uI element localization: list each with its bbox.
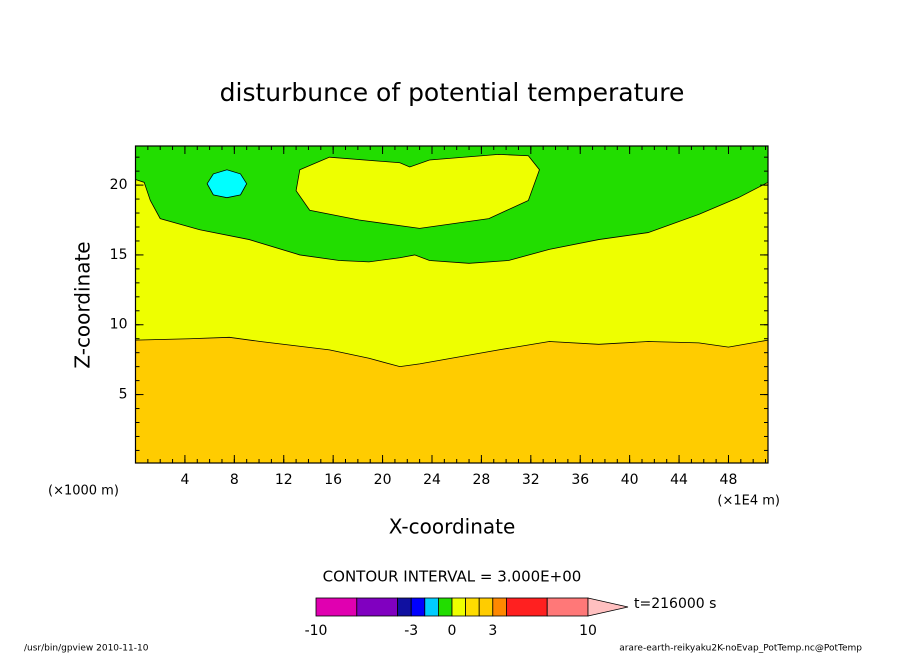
- colorbar-segment: [478, 597, 494, 617]
- footer-left: /usr/bin/gpview 2010-11-10: [24, 644, 149, 654]
- colorbar-segment: [410, 597, 426, 617]
- contour-line: [206, 169, 248, 199]
- x-tick-label: 28: [472, 472, 490, 488]
- x-unit-right: (×1E4 m): [717, 494, 780, 509]
- plot-frame: [134, 145, 769, 464]
- x-tick-label: 4: [180, 472, 189, 488]
- x-tick-label: 24: [423, 472, 441, 488]
- colorbar-segment: [437, 597, 453, 617]
- y-tick-label: 10: [110, 317, 128, 333]
- contour-line: [135, 179, 769, 264]
- x-unit-left: (×1000 m): [48, 484, 119, 499]
- x-axis-label: X-coordinate: [389, 515, 516, 539]
- x-tick-label: 8: [230, 472, 239, 488]
- colorbar-segment: [356, 597, 398, 617]
- colorbar-segment: [505, 597, 548, 617]
- colorbar-tick-label: 0: [448, 623, 457, 639]
- colorbar-segment: [424, 597, 439, 617]
- colorbar-segment: [451, 597, 467, 617]
- x-tick-label: 12: [275, 472, 293, 488]
- x-tick-label: 44: [670, 472, 688, 488]
- colorbar-segment: [315, 597, 358, 617]
- colorbar-segment: [546, 597, 589, 617]
- contour-interval: CONTOUR INTERVAL = 3.000E+00: [323, 568, 582, 586]
- colorbar-tick-label: 10: [579, 623, 597, 639]
- y-axis-label: Z-coordinate: [71, 241, 95, 368]
- x-tick-label: 48: [720, 472, 738, 488]
- colorbar-tick-label: -3: [404, 623, 418, 639]
- y-tick-label: 20: [110, 177, 128, 193]
- x-tick-label: 16: [324, 472, 342, 488]
- x-tick-label: 20: [374, 472, 392, 488]
- contour-line: [295, 153, 540, 229]
- colorbar-tick-label: 3: [488, 623, 497, 639]
- colorbar-segment: [492, 597, 507, 617]
- x-tick-label: 32: [522, 472, 540, 488]
- x-tick-label: 36: [571, 472, 589, 488]
- contour-fill: [207, 169, 247, 198]
- y-tick-label: 15: [110, 247, 128, 263]
- colorbar-segment: [397, 597, 412, 617]
- contour-line: [135, 336, 769, 368]
- time-label: t=216000 s: [634, 596, 716, 612]
- x-tick-label: 40: [621, 472, 639, 488]
- colorbar-extend: [587, 597, 629, 617]
- colorbar-segment: [465, 597, 480, 617]
- footer-right: arare-earth-reikyaku2K-noEvap_PotTemp.nc…: [619, 644, 862, 654]
- chart-title: disturbunce of potential temperature: [220, 78, 685, 107]
- y-tick-label: 5: [119, 387, 128, 403]
- contour-fill: [296, 154, 540, 229]
- colorbar-tick-label: -10: [305, 623, 328, 639]
